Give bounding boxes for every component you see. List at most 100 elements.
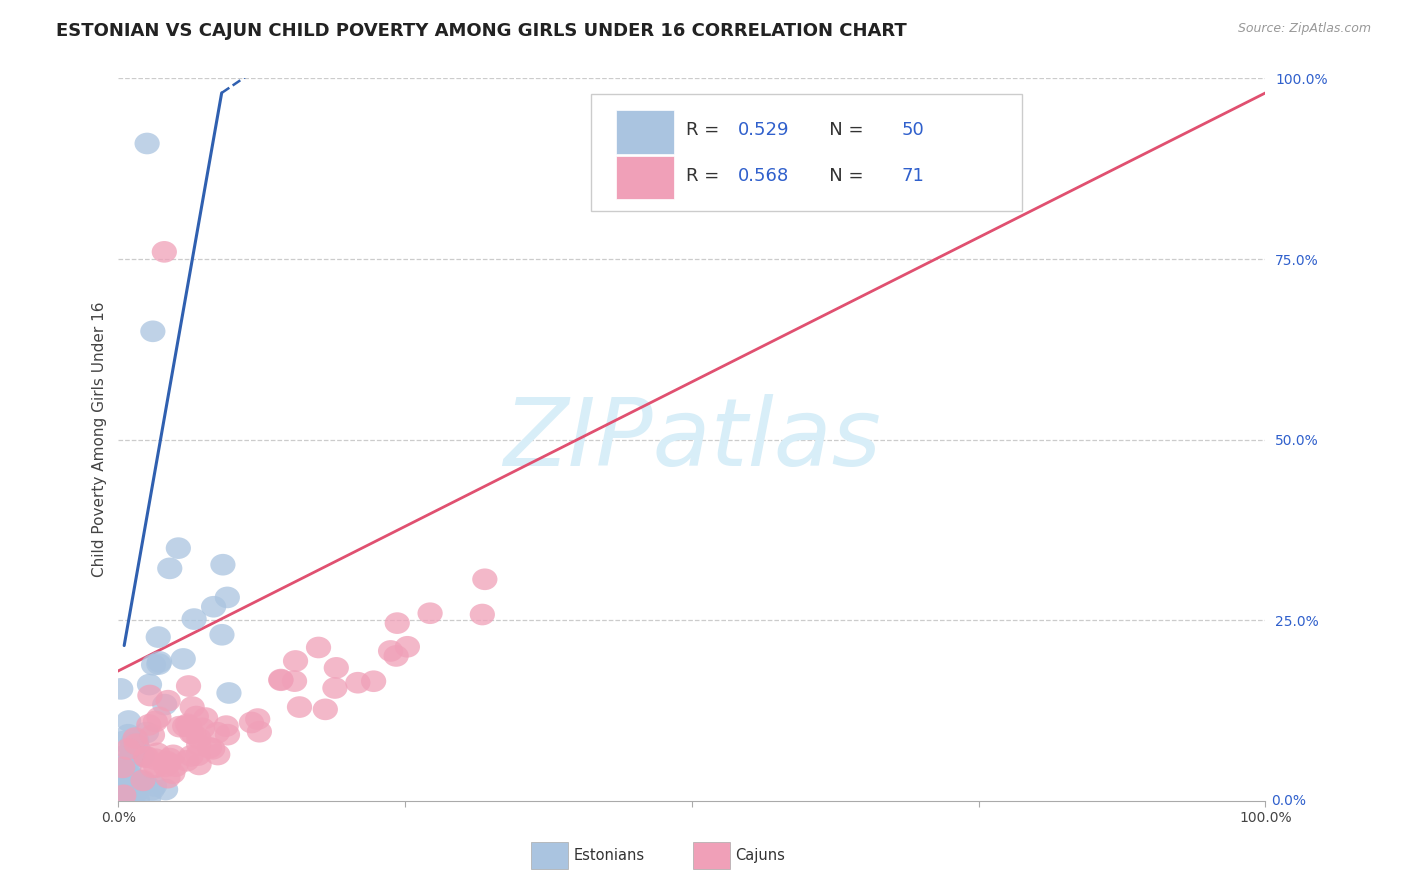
Ellipse shape (323, 657, 349, 679)
Ellipse shape (211, 554, 236, 575)
Ellipse shape (174, 714, 200, 735)
Ellipse shape (163, 756, 188, 777)
Ellipse shape (134, 746, 159, 767)
Ellipse shape (187, 754, 212, 775)
Ellipse shape (117, 775, 142, 797)
FancyBboxPatch shape (616, 111, 673, 153)
Ellipse shape (125, 738, 150, 759)
Ellipse shape (312, 698, 337, 720)
Ellipse shape (120, 743, 145, 765)
Ellipse shape (129, 745, 155, 767)
Ellipse shape (146, 651, 172, 673)
Text: Estonians: Estonians (574, 848, 645, 863)
Ellipse shape (472, 568, 498, 591)
Ellipse shape (200, 738, 225, 760)
Ellipse shape (110, 756, 135, 778)
Text: N =: N = (813, 121, 869, 139)
Ellipse shape (269, 669, 294, 690)
Ellipse shape (142, 775, 167, 797)
Ellipse shape (172, 715, 197, 737)
Ellipse shape (385, 612, 411, 634)
Ellipse shape (143, 711, 167, 732)
Ellipse shape (112, 772, 138, 794)
Ellipse shape (111, 779, 136, 800)
Ellipse shape (190, 717, 215, 739)
Ellipse shape (114, 789, 139, 811)
Ellipse shape (111, 784, 136, 806)
Ellipse shape (287, 697, 312, 718)
Ellipse shape (152, 241, 177, 262)
Ellipse shape (135, 133, 160, 154)
Ellipse shape (245, 708, 270, 730)
Ellipse shape (115, 750, 141, 772)
Text: R =: R = (686, 121, 725, 139)
Ellipse shape (418, 602, 443, 624)
Ellipse shape (155, 751, 180, 772)
Ellipse shape (122, 768, 148, 790)
Ellipse shape (186, 734, 211, 756)
Ellipse shape (184, 706, 209, 727)
Ellipse shape (152, 694, 177, 715)
Ellipse shape (166, 537, 191, 559)
Ellipse shape (186, 728, 211, 749)
Ellipse shape (117, 755, 142, 776)
Ellipse shape (361, 671, 387, 692)
Ellipse shape (115, 724, 141, 746)
Ellipse shape (201, 596, 226, 617)
Text: ESTONIAN VS CAJUN CHILD POVERTY AMONG GIRLS UNDER 16 CORRELATION CHART: ESTONIAN VS CAJUN CHILD POVERTY AMONG GI… (56, 22, 907, 40)
Ellipse shape (132, 747, 157, 768)
Ellipse shape (139, 724, 165, 746)
Ellipse shape (139, 756, 165, 778)
Ellipse shape (138, 685, 163, 706)
FancyBboxPatch shape (616, 156, 673, 199)
Ellipse shape (136, 673, 162, 696)
Ellipse shape (146, 706, 172, 728)
Ellipse shape (111, 731, 136, 753)
Ellipse shape (283, 650, 308, 672)
Text: 0.529: 0.529 (738, 121, 789, 139)
Ellipse shape (136, 787, 162, 808)
Text: ZIPatlas: ZIPatlas (503, 394, 880, 485)
Ellipse shape (157, 558, 183, 579)
Ellipse shape (124, 733, 149, 755)
Ellipse shape (125, 789, 150, 811)
Ellipse shape (346, 672, 370, 694)
Text: R =: R = (686, 167, 725, 185)
Ellipse shape (307, 637, 332, 658)
Ellipse shape (117, 764, 142, 786)
Ellipse shape (395, 636, 420, 657)
Ellipse shape (378, 640, 404, 662)
Ellipse shape (108, 678, 134, 699)
Ellipse shape (117, 769, 142, 791)
Text: 0.0%: 0.0% (1271, 794, 1306, 808)
Ellipse shape (155, 767, 180, 789)
Ellipse shape (239, 712, 264, 733)
Ellipse shape (179, 745, 204, 767)
Ellipse shape (384, 645, 409, 667)
Ellipse shape (215, 587, 240, 608)
Ellipse shape (170, 648, 195, 670)
Ellipse shape (129, 770, 155, 792)
Ellipse shape (136, 714, 162, 736)
Ellipse shape (122, 727, 148, 749)
Ellipse shape (180, 697, 205, 718)
Ellipse shape (146, 626, 172, 648)
Ellipse shape (156, 690, 181, 712)
Ellipse shape (115, 739, 141, 760)
Ellipse shape (141, 654, 166, 675)
Ellipse shape (134, 722, 159, 743)
Ellipse shape (322, 677, 347, 698)
Text: 50: 50 (901, 121, 925, 139)
Ellipse shape (146, 653, 172, 675)
Ellipse shape (167, 715, 193, 738)
Ellipse shape (160, 745, 186, 766)
Ellipse shape (470, 604, 495, 625)
Ellipse shape (124, 740, 149, 762)
Ellipse shape (205, 722, 231, 744)
Ellipse shape (217, 682, 242, 704)
Ellipse shape (214, 715, 239, 737)
Ellipse shape (115, 785, 141, 806)
Ellipse shape (156, 753, 181, 774)
Ellipse shape (118, 764, 143, 786)
Ellipse shape (283, 670, 307, 692)
